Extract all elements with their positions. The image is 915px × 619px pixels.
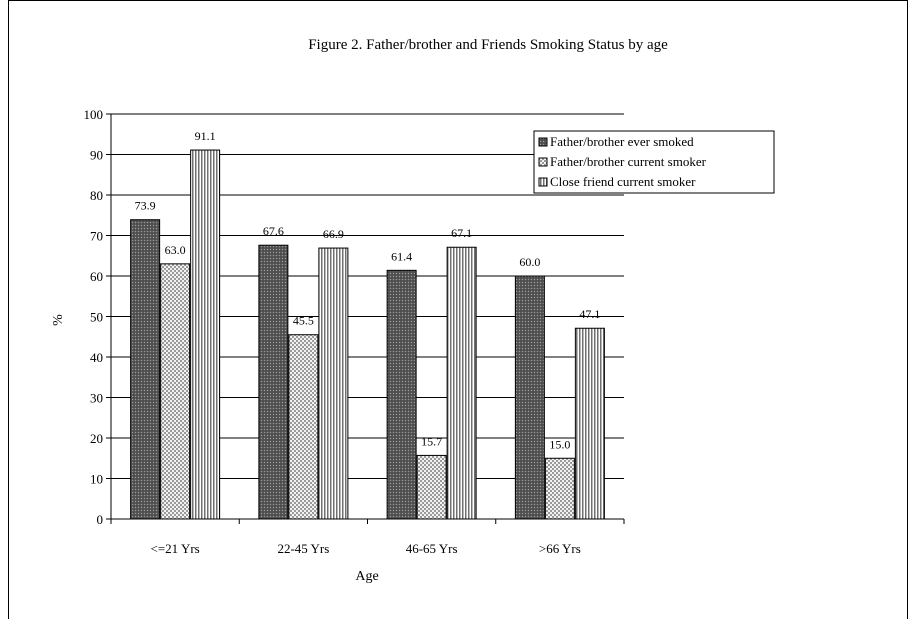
bar xyxy=(514,275,545,520)
data-label: 67.6 xyxy=(263,224,284,238)
legend-swatch xyxy=(538,137,548,147)
data-label: 60.0 xyxy=(519,255,540,269)
legend-box xyxy=(533,130,775,194)
y-tick-label: 40 xyxy=(90,350,103,365)
bar xyxy=(544,457,575,520)
x-axis-ticks: <=21 Yrs 22-45 Yrs 46-65 Yrs >66 Yrs xyxy=(110,519,625,556)
x-tick-label: >66 Yrs xyxy=(539,541,581,556)
bar xyxy=(574,327,605,520)
bar xyxy=(258,244,289,520)
bar xyxy=(130,219,161,520)
bar xyxy=(318,247,349,520)
bar xyxy=(386,269,417,520)
x-axis-title: Age xyxy=(355,569,378,584)
legend: Father/brother ever smoked Father/brother… xyxy=(533,130,775,194)
data-label: 15.0 xyxy=(549,437,570,451)
bar xyxy=(416,454,447,520)
data-labels: 73.9 67.6 61.4 60.0 63.0 45.5 15.7 15.0 91.1 66.9… xyxy=(135,129,601,451)
y-tick-label: 100 xyxy=(84,107,104,122)
x-tick-label: <=21 Yrs xyxy=(151,541,200,556)
legend-label: Close friend current smoker xyxy=(550,174,696,189)
x-tick-label: 22-45 Yrs xyxy=(277,541,329,556)
data-label: 61.4 xyxy=(391,249,412,263)
y-tick-label: 30 xyxy=(90,391,103,406)
y-tick-label: 20 xyxy=(90,431,103,446)
bars xyxy=(130,149,605,520)
y-tick-label: 0 xyxy=(97,512,104,527)
bar xyxy=(160,263,191,520)
bar xyxy=(190,149,221,520)
y-axis-title: % xyxy=(51,314,66,326)
data-label: 67.1 xyxy=(451,226,472,240)
legend-swatch xyxy=(538,177,548,187)
data-label: 63.0 xyxy=(165,243,186,257)
data-label: 47.1 xyxy=(579,307,600,321)
legend-label: Father/brother ever smoked xyxy=(550,134,694,149)
data-label: 66.9 xyxy=(323,227,344,241)
y-tick-label: 90 xyxy=(90,148,103,163)
figure-frame xyxy=(8,0,908,619)
data-label: 91.1 xyxy=(195,129,216,143)
bar xyxy=(446,246,477,520)
bar xyxy=(288,334,319,520)
legend-label: Father/brother current smoker xyxy=(550,154,707,169)
y-tick-label: 50 xyxy=(90,310,103,325)
y-tick-label: 70 xyxy=(90,229,103,244)
legend-swatch xyxy=(538,157,548,167)
y-tick-label: 60 xyxy=(90,269,103,284)
chart-title: Figure 2. Father/brother and Friends Smo… xyxy=(308,37,668,53)
y-axis-ticks: 0 10 20 30 40 50 60 70 80 90 100 xyxy=(84,107,111,527)
data-label: 73.9 xyxy=(135,199,156,213)
x-tick-label: 46-65 Yrs xyxy=(406,541,458,556)
data-label: 15.7 xyxy=(421,434,442,448)
y-tick-label: 10 xyxy=(90,472,103,487)
y-tick-label: 80 xyxy=(90,188,103,203)
data-label: 45.5 xyxy=(293,314,314,328)
